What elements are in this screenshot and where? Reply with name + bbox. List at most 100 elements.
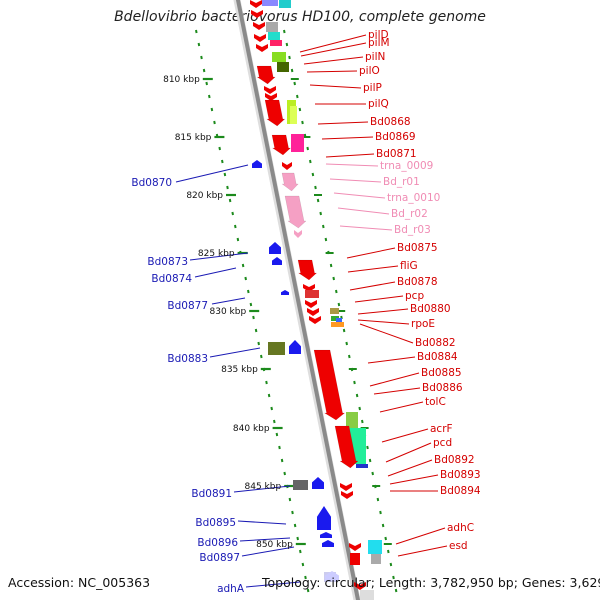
forward-gene-label: pilN — [365, 51, 385, 63]
feature-block — [262, 0, 278, 6]
kbp-tick-label: 835 kbp — [221, 365, 258, 375]
forward-leader-line — [389, 474, 439, 485]
track-dot — [389, 562, 393, 567]
reverse-cds-arrow — [269, 242, 281, 254]
feature-block — [350, 553, 360, 565]
forward-leader-line — [379, 401, 424, 413]
track-dot — [283, 29, 286, 34]
reverse-gene-label: Bd0897 — [199, 552, 240, 564]
track-dot — [309, 159, 312, 164]
forward-gene-label: pilP — [363, 82, 382, 94]
track-dot — [257, 341, 260, 346]
track-dot — [387, 549, 390, 554]
forward-gene-label: pilM — [368, 37, 390, 49]
track-dot — [314, 185, 317, 190]
forward-leader-line — [300, 42, 367, 57]
track-dot — [267, 393, 271, 398]
forward-leader-line — [387, 459, 433, 477]
forward-leader-line — [395, 527, 446, 545]
forward-leader-line — [373, 387, 421, 395]
forward-cds-chevron — [265, 93, 277, 101]
track-dot — [270, 406, 273, 411]
rna-arrow — [284, 195, 307, 229]
reverse-leader-line — [209, 347, 261, 358]
forward-leader-line — [306, 70, 358, 73]
feature-block — [331, 322, 344, 327]
track-dot — [345, 341, 348, 346]
track-dot — [213, 120, 216, 125]
forward-gene-label: trna_0009 — [380, 160, 433, 172]
forward-leader-line — [309, 84, 362, 89]
track-dot — [236, 237, 240, 242]
forward-leader-line — [369, 372, 420, 387]
forward-cds-arrow — [334, 425, 359, 469]
forward-gene-label: Bd0869 — [375, 131, 416, 143]
reverse-gene-label: Bd0874 — [151, 273, 192, 285]
track-dot — [247, 289, 250, 294]
track-dot — [200, 55, 203, 60]
track-dot — [304, 575, 307, 580]
forward-leader-line — [333, 192, 386, 199]
track-dot — [296, 94, 299, 99]
kbp-tick-label: 820 kbp — [186, 191, 223, 201]
track-dot — [226, 185, 229, 190]
track-dot — [278, 445, 281, 450]
track-dot — [249, 302, 253, 307]
forward-gene-label: Bd_r03 — [394, 224, 431, 236]
forward-leader-line — [325, 153, 375, 158]
track-dot — [394, 588, 398, 593]
feature-block — [268, 32, 280, 40]
reverse-cds-arrow — [317, 506, 331, 530]
forward-cds-chevron — [254, 34, 266, 42]
forward-leader-line — [385, 442, 432, 463]
kbp-tick-label: 825 kbp — [198, 249, 235, 259]
reverse-cds-arrow — [325, 571, 339, 581]
forward-leader-line — [325, 163, 379, 167]
track-dot — [285, 42, 289, 47]
forward-gene-label: Bd_r02 — [391, 208, 428, 220]
track-dot — [202, 68, 206, 73]
features-layer — [250, 0, 382, 600]
forward-leader-line — [357, 319, 410, 325]
backbone-line — [235, 0, 361, 600]
reverse-leader-line — [189, 252, 249, 261]
forward-leader-line — [346, 247, 396, 259]
track-dot — [197, 42, 201, 47]
track-dot — [291, 510, 294, 515]
track-dot — [311, 172, 315, 177]
kbp-tick-label: 815 kbp — [175, 133, 212, 143]
forward-cds-chevron — [307, 308, 319, 316]
track-dot — [392, 575, 395, 580]
forward-gene-label: Bd0871 — [376, 148, 417, 160]
tick-marks-layer — [195, 29, 398, 593]
track-dot — [241, 263, 245, 268]
track-dot — [288, 497, 292, 502]
forward-cds-chevron — [349, 543, 361, 551]
feature-block — [272, 52, 286, 62]
forward-gene-label: esd — [449, 540, 468, 552]
track-dot — [280, 458, 284, 463]
reverse-cds-arrow — [320, 532, 332, 538]
feature-block — [268, 342, 285, 355]
reverse-cds-arrow — [272, 257, 282, 265]
track-dot — [329, 263, 333, 268]
feature-block — [290, 106, 297, 124]
forward-gene-label: acrF — [430, 423, 453, 435]
forward-cds-chevron — [354, 582, 366, 590]
backbone-layer — [233, 0, 361, 600]
forward-gene-label: Bd0892 — [434, 454, 475, 466]
feature-block — [331, 316, 339, 321]
reverse-leader-line — [237, 520, 287, 525]
track-dot — [288, 55, 291, 60]
track-dot — [228, 198, 232, 203]
track-dot — [324, 237, 328, 242]
reverse-cds-arrow — [312, 477, 324, 489]
track-dot — [273, 419, 276, 424]
track-dot — [301, 120, 304, 125]
forward-gene-label: pilQ — [368, 98, 389, 110]
forward-gene-label: Bd0880 — [410, 303, 451, 315]
rna-arrow — [281, 172, 299, 192]
reverse-gene-label: Bd0883 — [167, 353, 208, 365]
forward-gene-label: Bd0884 — [417, 351, 458, 363]
reverse-leader-line — [175, 164, 249, 183]
